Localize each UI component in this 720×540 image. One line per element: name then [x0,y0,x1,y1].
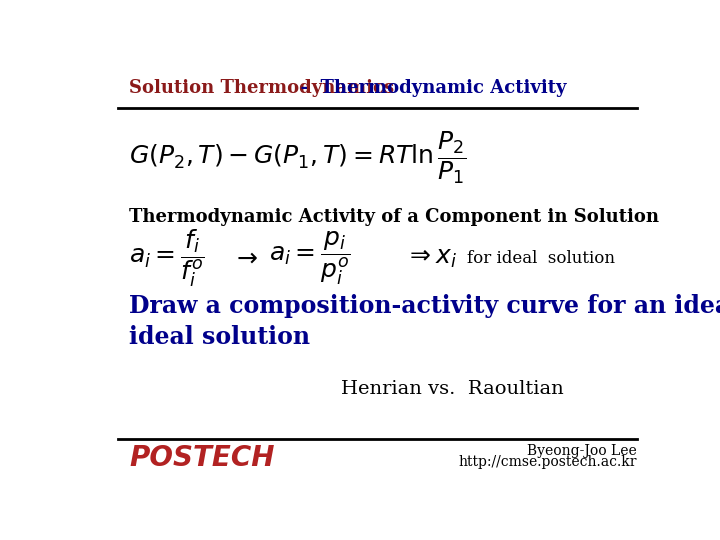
Text: for ideal  solution: for ideal solution [467,249,615,267]
Text: Thermodynamic Activity of a Component in Solution: Thermodynamic Activity of a Component in… [129,207,659,226]
Text: $a_i = \dfrac{p_i}{p_i^o}$: $a_i = \dfrac{p_i}{p_i^o}$ [269,230,351,287]
Text: $\Rightarrow x_i$: $\Rightarrow x_i$ [405,247,457,269]
Text: Draw a composition-activity curve for an ideal and non-: Draw a composition-activity curve for an… [129,294,720,318]
Text: Solution Thermodynamics: Solution Thermodynamics [129,79,394,97]
Text: ideal solution: ideal solution [129,325,310,349]
Text: POSTECH: POSTECH [129,444,274,472]
Text: Henrian vs.  Raoultian: Henrian vs. Raoultian [341,380,564,398]
Text: $\rightarrow$: $\rightarrow$ [233,247,259,269]
Text: Byeong-Joo Lee: Byeong-Joo Lee [527,444,637,458]
Text: $G(P_2,T) - G(P_1,T) = RT\ln\dfrac{P_2}{P_1}$: $G(P_2,T) - G(P_1,T) = RT\ln\dfrac{P_2}{… [129,130,467,186]
Text: $a_i = \dfrac{f_i}{f_i^o}$: $a_i = \dfrac{f_i}{f_i^o}$ [129,227,204,289]
Text: -  Thermodynamic Activity: - Thermodynamic Activity [288,79,567,97]
Text: http://cmse.postech.ac.kr: http://cmse.postech.ac.kr [459,455,637,469]
